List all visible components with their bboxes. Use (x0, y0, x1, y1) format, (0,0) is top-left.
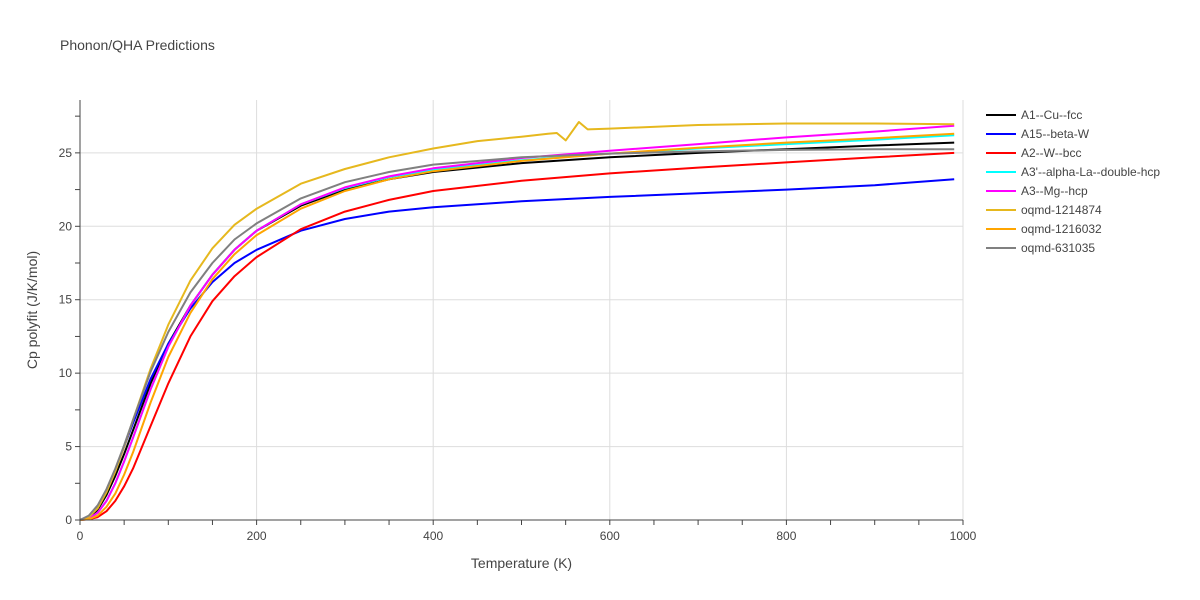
series-line-4 (79, 124, 955, 521)
legend-item-1[interactable]: A15--beta-W (986, 127, 1090, 141)
legend-item-4[interactable]: A3--Mg--hcp (986, 184, 1088, 198)
series-line-7 (79, 148, 955, 521)
x-tick-label: 600 (600, 529, 620, 543)
legend-label: oqmd-1214874 (1021, 203, 1102, 217)
legend-item-3[interactable]: A3'--alpha-La--double-hcp (986, 165, 1160, 179)
legend-item-6[interactable]: oqmd-1216032 (986, 222, 1102, 236)
axes (75, 100, 964, 525)
legend-label: A3--Mg--hcp (1021, 184, 1088, 198)
legend-label: A15--beta-W (1021, 127, 1090, 141)
x-tick-label: 1000 (950, 529, 977, 543)
legend-item-5[interactable]: oqmd-1214874 (986, 203, 1102, 217)
legend-item-0[interactable]: A1--Cu--fcc (986, 108, 1082, 122)
y-tick-label: 5 (65, 440, 72, 454)
legend-item-7[interactable]: oqmd-631035 (986, 241, 1095, 255)
y-tick-label: 0 (65, 513, 72, 527)
series-line-6 (79, 132, 955, 521)
series-lines (79, 121, 955, 521)
legend-label: oqmd-631035 (1021, 241, 1095, 255)
grid-lines (80, 100, 964, 520)
tick-labels: 0 200 400 600 800 1000 0 5 10 15 20 25 (59, 146, 977, 543)
legend-label: A2--W--bcc (1021, 146, 1081, 160)
x-tick-label: 200 (247, 529, 267, 543)
series-line-0 (79, 141, 955, 521)
legend[interactable]: A1--Cu--fcc A15--beta-W A2--W--bcc A3'--alp… (986, 108, 1160, 255)
y-tick-label: 20 (59, 219, 73, 233)
x-tick-label: 800 (776, 529, 796, 543)
legend-label: A3'--alpha-La--double-hcp (1021, 165, 1160, 179)
x-axis-title: Temperature (K) (471, 555, 572, 571)
legend-label: oqmd-1216032 (1021, 222, 1102, 236)
legend-item-2[interactable]: A2--W--bcc (986, 146, 1081, 160)
y-tick-label: 10 (59, 366, 73, 380)
series-line-3 (79, 134, 955, 521)
x-tick-label: 400 (423, 529, 443, 543)
x-tick-label: 0 (77, 529, 84, 543)
chart-title: Phonon/QHA Predictions (60, 37, 215, 53)
y-axis-title: Cp polyfit (J/K/mol) (24, 251, 40, 369)
y-tick-label: 15 (59, 293, 73, 307)
series-line-2 (79, 151, 955, 521)
legend-label: A1--Cu--fcc (1021, 108, 1082, 122)
series-line-1 (79, 178, 955, 521)
y-tick-label: 25 (59, 146, 73, 160)
